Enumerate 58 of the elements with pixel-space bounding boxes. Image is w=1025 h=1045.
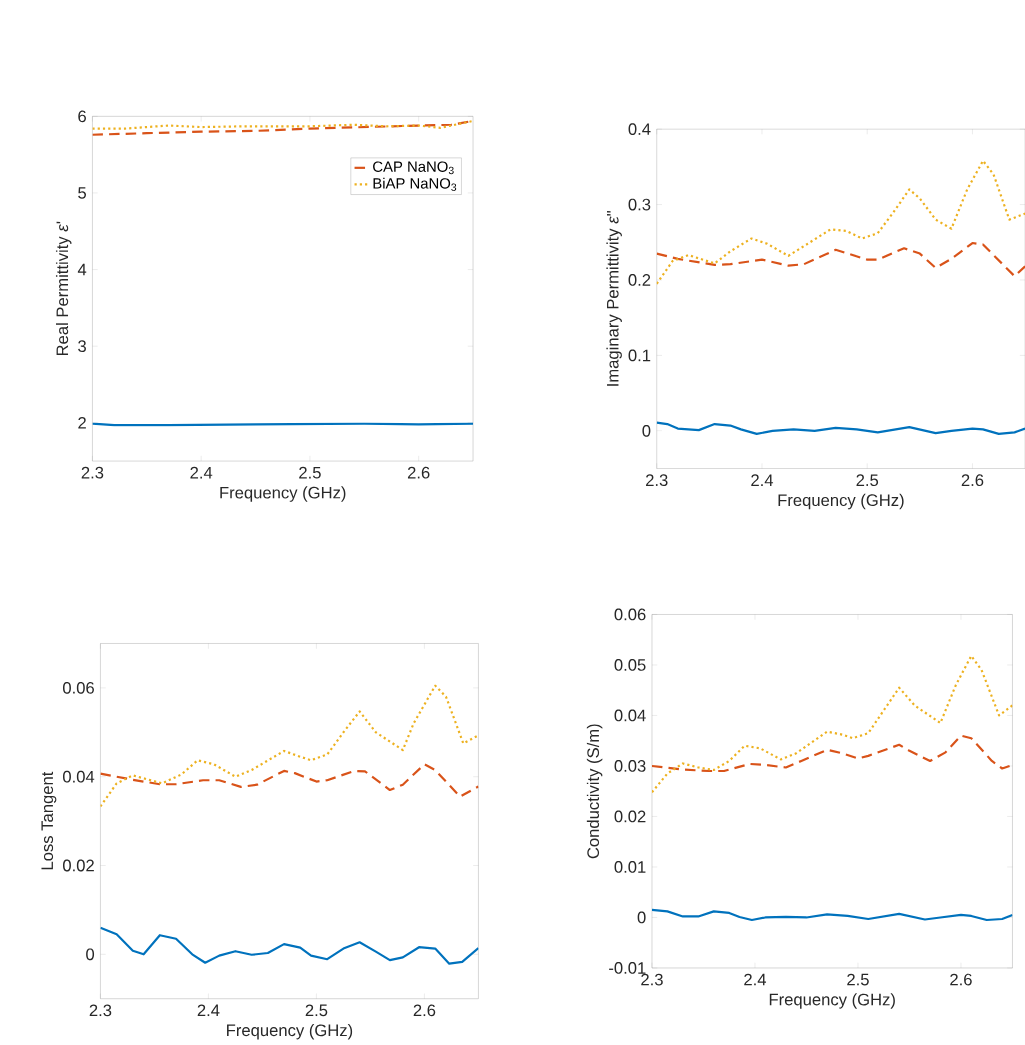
- legend-label: BiAP NaNO$_{3}$: [373, 177, 457, 191]
- y-tick-label: 0: [642, 424, 651, 437]
- x-tick-label: 2.3: [641, 973, 663, 986]
- y-tick-label: 0.3: [628, 198, 651, 211]
- x-tick-label: 2.3: [645, 474, 668, 487]
- x-tick-label: 2.3: [81, 466, 104, 479]
- y-tick-label: 0.05: [614, 659, 646, 671]
- y-tick-label: 0.2: [628, 274, 651, 286]
- x-tick-label: 2.4: [190, 466, 213, 479]
- x-tick-label: 2.4: [751, 474, 773, 486]
- y-tick-label: 0.04: [62, 770, 95, 783]
- y-tick-label: 0.02: [62, 859, 94, 872]
- x-tick-label: 2.5: [305, 1004, 328, 1017]
- y-tick-label: 0.04: [614, 709, 646, 722]
- x-tick-label: 2.4: [744, 973, 766, 986]
- line-series: [651, 734, 1013, 773]
- y-tick-label: 6: [78, 110, 86, 123]
- y-tick-label: 0.02: [614, 810, 646, 823]
- x-tick-label: 2.6: [413, 1004, 436, 1017]
- legend-label: CAP NaNO$_{3}$: [372, 161, 454, 175]
- y-tick-label: -0.01: [608, 962, 646, 974]
- y-tick-label: 2: [78, 416, 86, 429]
- y-tick-label: 0.1: [628, 349, 651, 362]
- y-tick-label: 0: [637, 911, 646, 924]
- line-series: [656, 159, 1025, 285]
- y-tick-label: 0.4: [628, 123, 651, 135]
- line-series: [100, 926, 479, 965]
- x-tick-label: 2.6: [961, 474, 984, 487]
- line-series: [651, 654, 1013, 794]
- y-tick-label: 3: [77, 340, 86, 353]
- x-tick-label: 2.5: [299, 466, 321, 479]
- x-tick-label: 2.6: [950, 973, 972, 986]
- x-tick-label: 2.5: [856, 474, 878, 487]
- line-series: [656, 421, 1025, 435]
- line-series: [100, 684, 479, 808]
- y-tick-label: 5: [78, 187, 86, 199]
- y-axis-title: Conductivity (S/m): [586, 724, 603, 859]
- line-series: [92, 119, 473, 130]
- line-series: [651, 908, 1013, 922]
- x-axis-title: Frequency (GHz): [220, 486, 346, 502]
- y-axis-title: Real Permittivity ε': [55, 221, 72, 356]
- y-tick-label: 0.06: [614, 608, 646, 621]
- y-tick-label: 0.01: [614, 861, 646, 873]
- x-tick-label: 2.5: [847, 973, 869, 986]
- x-tick-label: 2.3: [89, 1004, 112, 1017]
- x-axis-title: Frequency (GHz): [778, 493, 904, 510]
- y-tick-label: 0.06: [62, 682, 94, 694]
- x-axis-title: Frequency (GHz): [226, 1023, 352, 1040]
- x-axis-title: Frequency (GHz): [769, 993, 895, 1009]
- y-tick-label: 0: [85, 948, 94, 961]
- line-series: [656, 241, 1025, 278]
- y-tick-label: 4: [77, 263, 87, 276]
- y-axis-title: Imaginary Permittivity ε": [606, 211, 622, 386]
- line-series: [100, 763, 479, 798]
- x-tick-label: 2.6: [407, 466, 430, 479]
- y-tick-label: 0.03: [614, 760, 646, 772]
- y-axis-title: Loss Tangent: [41, 771, 57, 870]
- x-tick-label: 2.4: [197, 1004, 220, 1017]
